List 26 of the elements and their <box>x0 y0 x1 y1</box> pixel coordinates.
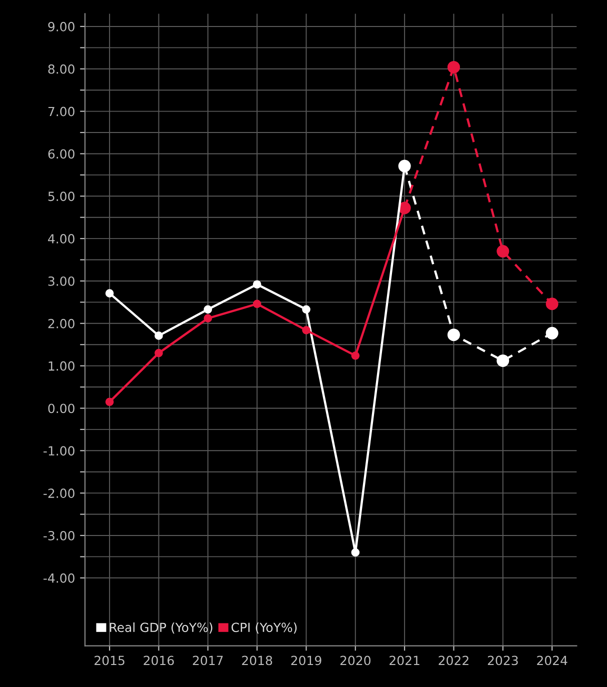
x-tick-label: 2024 <box>537 656 568 666</box>
x-tick-label: 2019 <box>291 656 322 666</box>
y-tick-label: 6.00 <box>48 149 74 159</box>
y-tick-label: 2.00 <box>48 318 74 328</box>
y-tick-label: 7.00 <box>48 106 74 116</box>
x-tick-label: 2017 <box>192 656 223 666</box>
y-tick-label: 3.00 <box>48 276 74 286</box>
y-tick-label: -1.00 <box>44 446 74 456</box>
x-tick-label: 2021 <box>390 656 420 666</box>
y-tick-label: 9.00 <box>48 22 74 32</box>
y-tick-label: -2.00 <box>44 488 74 498</box>
x-tick-label: 2015 <box>94 656 124 666</box>
y-tick-label: 8.00 <box>48 64 74 74</box>
x-tick-label: 2016 <box>144 656 174 666</box>
y-tick-label: 0.00 <box>48 404 74 414</box>
x-tick-label: 2023 <box>488 656 518 666</box>
y-tick-label: 4.00 <box>48 234 74 244</box>
y-tick-label: 5.00 <box>48 192 74 202</box>
y-tick-label: -4.00 <box>44 573 74 583</box>
x-tick-label: 2022 <box>438 656 468 666</box>
legend-label: CPI (YoY%) <box>232 622 297 634</box>
y-tick-label: 1.00 <box>48 361 74 371</box>
legend-label: Real GDP (YoY%) <box>110 622 212 634</box>
y-tick-label: -3.00 <box>44 530 74 540</box>
x-tick-label: 2020 <box>340 656 370 666</box>
x-tick-label: 2018 <box>242 656 272 666</box>
